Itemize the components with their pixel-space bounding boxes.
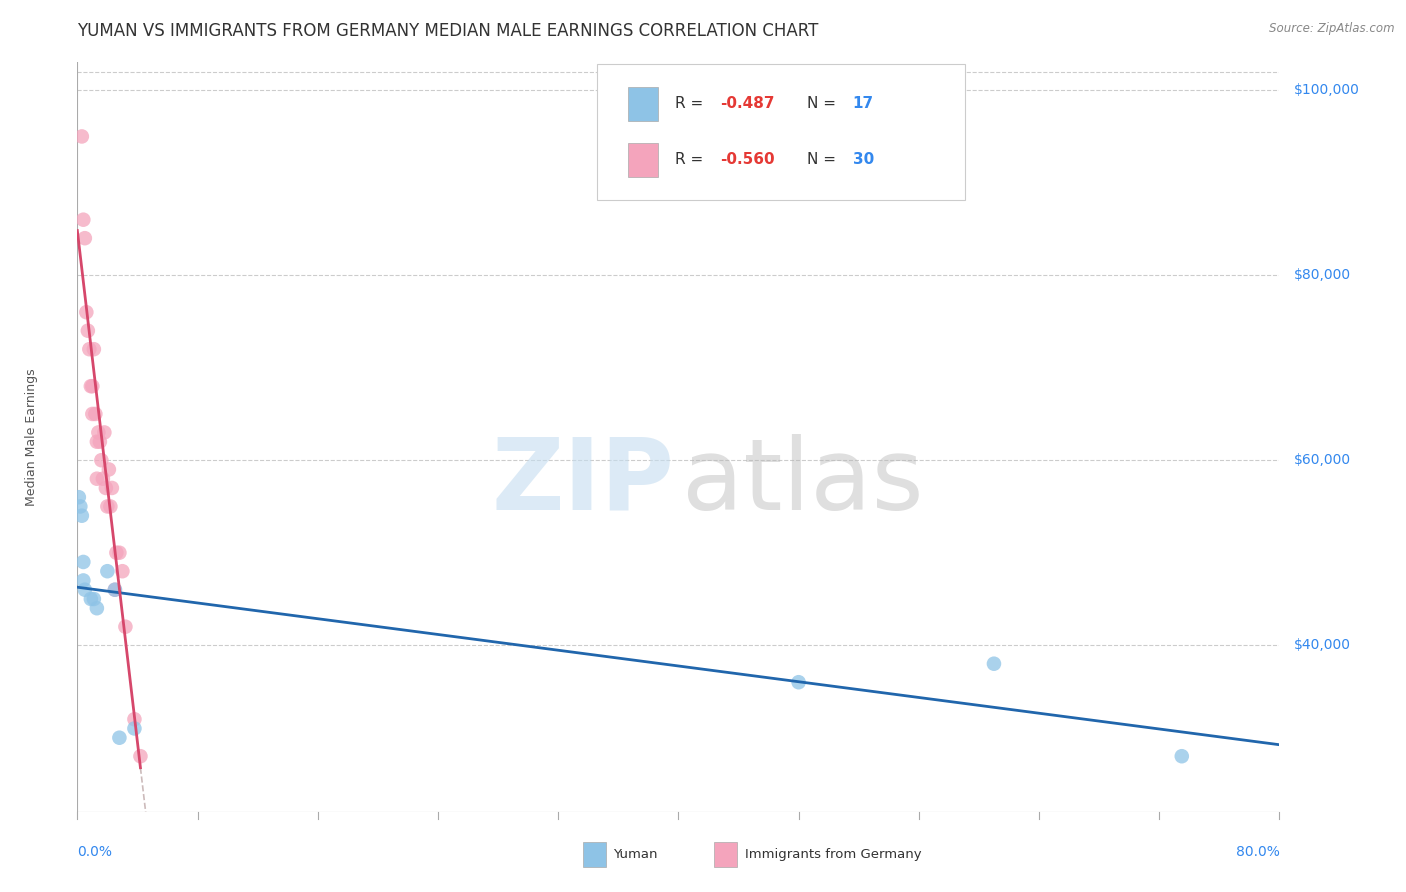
Point	[87, 425, 110, 440]
Point	[90, 453, 112, 467]
Point	[104, 582, 127, 597]
Point	[93, 425, 115, 440]
Text: 80.0%: 80.0%	[1236, 846, 1279, 859]
Point	[83, 591, 105, 606]
Point	[97, 462, 120, 476]
Text: N =: N =	[807, 96, 841, 112]
Point	[86, 434, 108, 449]
Point	[111, 564, 134, 578]
Text: R =: R =	[675, 153, 707, 168]
Text: Yuman: Yuman	[613, 848, 658, 861]
Point	[96, 500, 118, 514]
Point	[108, 731, 131, 745]
Text: ZIP: ZIP	[492, 434, 675, 531]
Point	[72, 555, 94, 569]
Point	[89, 434, 111, 449]
Point	[67, 490, 90, 504]
Text: atlas: atlas	[682, 434, 924, 531]
Point	[91, 472, 114, 486]
Point	[73, 231, 96, 245]
Text: -0.487: -0.487	[720, 96, 775, 112]
Point	[86, 601, 108, 615]
Bar	[628, 87, 658, 120]
Point	[75, 305, 97, 319]
Point	[83, 342, 105, 356]
Text: Median Male Earnings: Median Male Earnings	[25, 368, 38, 506]
Point	[787, 675, 810, 690]
Text: $60,000: $60,000	[1294, 453, 1351, 467]
Text: -0.560: -0.560	[720, 153, 775, 168]
Point	[79, 342, 101, 356]
Text: $100,000: $100,000	[1294, 83, 1360, 97]
Point	[94, 481, 117, 495]
Text: $40,000: $40,000	[1294, 638, 1351, 652]
Point	[124, 722, 146, 736]
Point	[80, 379, 103, 393]
Text: 17: 17	[852, 96, 873, 112]
Point	[101, 481, 124, 495]
Point	[80, 591, 103, 606]
Point	[86, 472, 108, 486]
Point	[983, 657, 1005, 671]
Point	[84, 407, 107, 421]
Text: Immigrants from Germany: Immigrants from Germany	[745, 848, 922, 861]
Bar	[628, 143, 658, 177]
Bar	[714, 842, 737, 867]
Text: Source: ZipAtlas.com: Source: ZipAtlas.com	[1270, 22, 1395, 36]
Text: YUMAN VS IMMIGRANTS FROM GERMANY MEDIAN MALE EARNINGS CORRELATION CHART: YUMAN VS IMMIGRANTS FROM GERMANY MEDIAN …	[77, 22, 818, 40]
Point	[76, 324, 98, 338]
Point	[73, 582, 96, 597]
Point	[96, 564, 118, 578]
Text: N =: N =	[807, 153, 841, 168]
Bar	[583, 842, 606, 867]
FancyBboxPatch shape	[596, 64, 965, 200]
Point	[105, 546, 128, 560]
Point	[82, 379, 104, 393]
Point	[129, 749, 152, 764]
Point	[70, 129, 93, 144]
Point	[100, 500, 122, 514]
Point	[114, 620, 136, 634]
Point	[72, 212, 94, 227]
Point	[70, 508, 93, 523]
Point	[124, 712, 146, 726]
Point	[1171, 749, 1194, 764]
Point	[104, 582, 127, 597]
Text: $80,000: $80,000	[1294, 268, 1351, 282]
Point	[69, 500, 91, 514]
Text: 30: 30	[852, 153, 875, 168]
Point	[82, 407, 104, 421]
Text: R =: R =	[675, 96, 707, 112]
Text: 0.0%: 0.0%	[77, 846, 112, 859]
Point	[72, 574, 94, 588]
Point	[108, 546, 131, 560]
